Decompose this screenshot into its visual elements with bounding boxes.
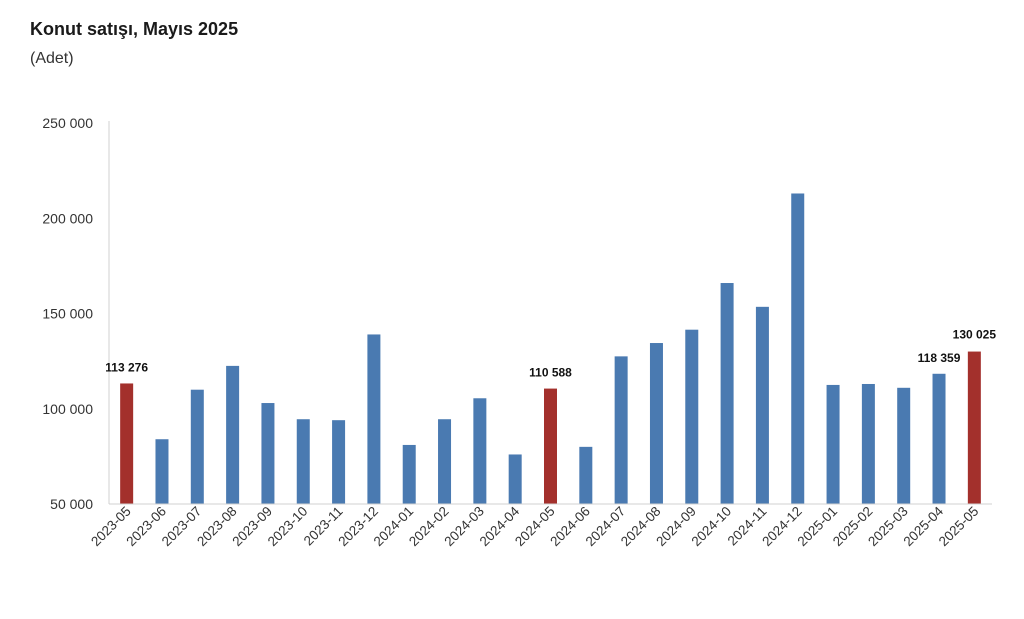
y-tick-label: 100 000	[42, 401, 93, 417]
bar-2025-02	[861, 383, 875, 504]
y-tick-label: 250 000	[42, 115, 93, 131]
bar-2024-01	[402, 444, 416, 504]
bar-2023-08	[226, 365, 240, 504]
y-tick-label: 50 000	[50, 496, 93, 512]
bar-2023-12	[367, 334, 381, 504]
bar-2023-09	[261, 403, 275, 504]
bar-2024-11	[755, 306, 769, 504]
data-label: 130 025	[953, 328, 997, 342]
y-axis: 50 000 100 000 150 000 200 000 250 000	[42, 115, 110, 512]
bar-2024-02	[438, 419, 452, 504]
bar-2024-09	[685, 329, 699, 504]
bar-2024-10	[720, 283, 734, 504]
bar-2025-04	[932, 373, 946, 504]
x-tick-label: 2025-05	[936, 504, 982, 550]
bar-2024-08	[649, 343, 663, 504]
bar-2024-03	[473, 398, 487, 504]
data-label: 113 276	[105, 360, 148, 374]
y-tick-label: 200 000	[42, 210, 93, 226]
x-tick-label: 2024-10	[689, 504, 735, 550]
x-tick-label: 2023-10	[265, 504, 311, 550]
bar-2024-05	[544, 388, 557, 504]
bar-2023-07	[190, 389, 204, 504]
bar-2023-11	[332, 420, 346, 504]
bar-2023-10	[296, 419, 310, 504]
data-label: 118 359	[918, 351, 961, 365]
data-label: 110 588	[529, 366, 572, 380]
bar-2024-07	[614, 356, 628, 504]
bars	[120, 193, 981, 505]
bar-2023-06	[155, 439, 169, 504]
chart-subtitle: (Adet)	[30, 50, 74, 67]
x-axis: 2023-052023-062023-072023-082023-092023-…	[88, 503, 992, 549]
bar-2025-03	[897, 387, 911, 504]
bar-2025-05	[967, 351, 981, 504]
bar-2024-06	[579, 446, 593, 504]
bar-2024-04	[508, 454, 522, 504]
bar-2025-01	[826, 384, 840, 504]
bar-2023-05	[120, 383, 134, 504]
data-labels: 113 276 110 588 118 359 130 025	[105, 328, 996, 380]
chart-title: Konut satışı, Mayıs 2025	[30, 19, 239, 39]
y-tick-label: 150 000	[42, 306, 93, 322]
bar-2024-12	[791, 193, 805, 505]
